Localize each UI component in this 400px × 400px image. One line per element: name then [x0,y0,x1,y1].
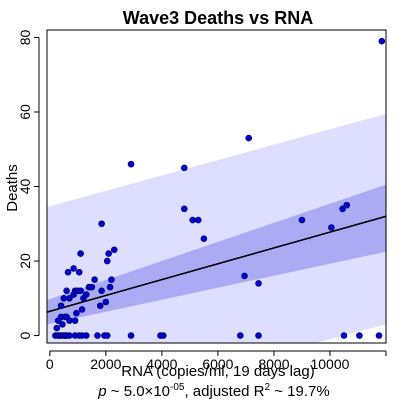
data-point [64,268,72,276]
data-point [110,246,118,254]
data-point [105,250,112,257]
data-point [66,317,73,324]
y-tick-label: 20 [17,253,33,269]
data-point [245,134,253,142]
plot-frame [46,29,387,344]
y-tick-label: 0 [17,331,33,339]
x-tick-label: 6000 [202,356,233,372]
data-point [255,332,262,339]
data-point [102,298,110,306]
data-point [356,332,363,339]
data-point [378,37,386,45]
chart-title: Wave3 Deaths vs RNA [123,8,313,28]
data-point [57,302,65,310]
y-tick-label: 80 [17,29,33,45]
data-point [127,160,135,168]
data-point [53,324,61,332]
data-point [59,321,66,328]
r2-exponent: 2 [265,382,271,393]
data-point [375,332,383,339]
data-point [82,332,90,339]
data-point [328,224,335,231]
data-point [180,164,188,172]
data-point [255,280,262,287]
data-point [78,306,86,313]
x-axis-label: RNA (copies/ml, 19 days lag) [121,363,314,380]
data-point [103,257,111,265]
y-tick-label: 60 [17,104,33,120]
data-point [194,216,202,224]
data-point [88,283,96,291]
p-value-text: ~ 5.0×10 [107,383,170,400]
y-axis-label: Deaths [4,164,21,212]
data-point [96,302,104,310]
data-point [82,291,90,298]
data-point [60,294,68,302]
data-point [70,265,77,272]
data-point [98,287,105,295]
data-point [340,332,348,339]
data-point [66,294,73,302]
y-tick-label: 40 [17,179,33,195]
data-point [77,287,84,295]
chart-subtitle: p ~ 5.0×10-05, adjusted R2 ~ 19.7% [97,382,329,400]
data-point [200,235,208,242]
x-tick-label: 0 [46,356,54,372]
data-point [343,201,351,209]
fit-line [47,215,386,313]
data-point [180,205,188,213]
data-point [98,220,105,228]
data-point [71,317,79,324]
data-point [106,283,114,291]
data-point [77,250,84,257]
data-point [75,268,83,276]
data-point [159,332,167,339]
x-tick-label: 8000 [258,356,289,372]
data-point [108,276,115,283]
data-point [91,276,98,283]
data-point [127,332,135,339]
data-point [237,332,244,339]
p-symbol: p [97,383,106,400]
data-point [73,309,80,317]
plot-area [47,37,386,343]
data-point [94,332,101,339]
data-point [189,216,196,224]
p-exponent: -05 [170,382,185,393]
r2-value-text: ~ 19.7% [270,383,330,400]
data-point [298,216,306,224]
data-point [66,332,73,339]
data-point [63,287,70,295]
data-point [241,272,248,280]
x-tick-label: 10000 [310,356,349,372]
x-tick-label: 4000 [146,356,177,372]
data-point [103,332,111,339]
x-tick-label: 2000 [90,356,121,372]
r2-prefix: , adjusted R [184,383,264,400]
data-point [339,205,346,213]
